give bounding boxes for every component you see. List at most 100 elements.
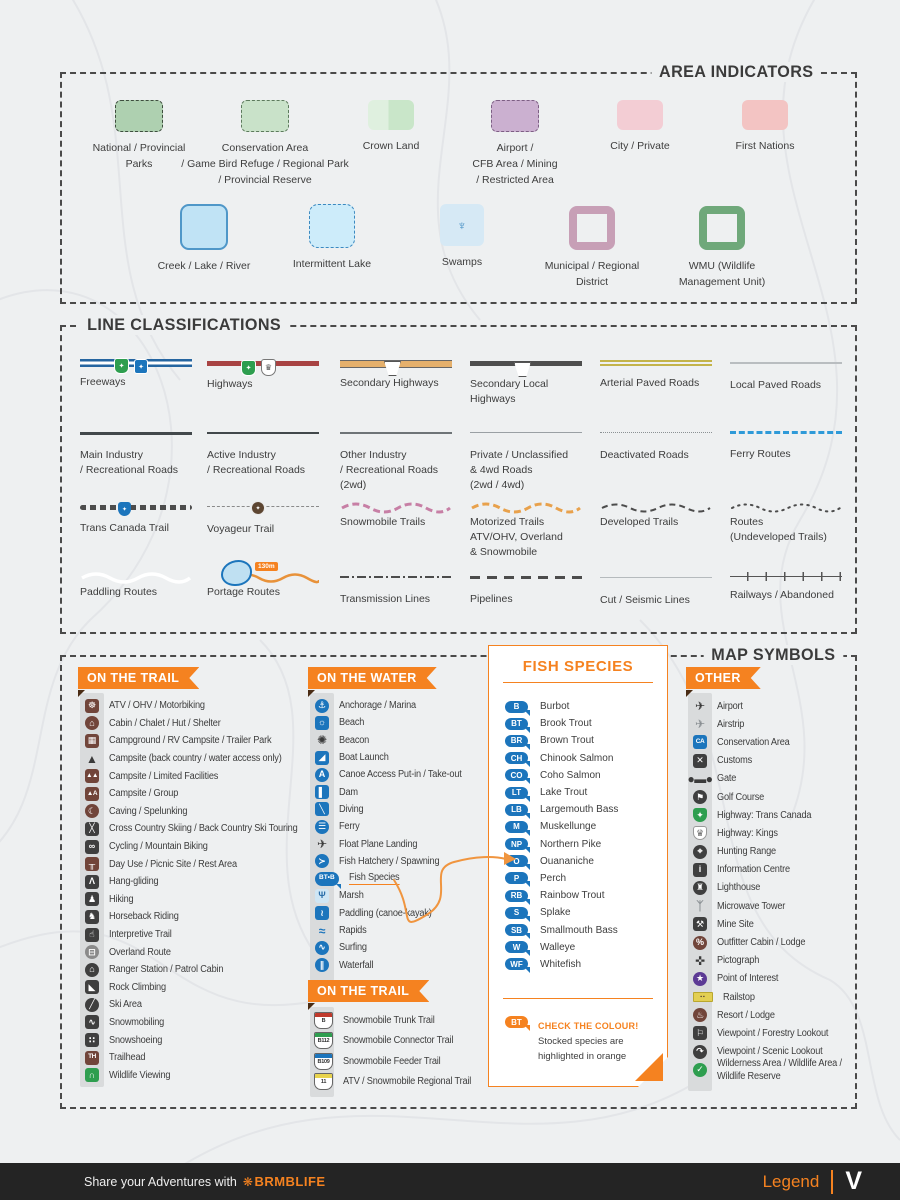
line-item: Routes (Undeveloped Trails) xyxy=(730,499,854,545)
conservation-area-swatch xyxy=(241,100,289,132)
legend-row: ≻ Fish Hatchery / Spawning xyxy=(312,853,472,870)
legend-row-label: Ranger Station / Patrol Cabin xyxy=(109,964,224,976)
wildlife-viewing-icon: ∩ xyxy=(85,1068,99,1083)
legend-row: BT•B Fish Species xyxy=(312,870,472,889)
secondary-highway-marker-icon xyxy=(384,361,401,376)
line-item: ✦ Voyageur Trail xyxy=(207,499,331,537)
legend-row: ⚑ Golf Course xyxy=(690,788,860,806)
legend-row-label: ATV / Snowmobile Regional Trail xyxy=(343,1076,472,1088)
legend-row-label: Golf Course xyxy=(717,791,765,803)
fish-species-badge: BT xyxy=(505,718,528,730)
legend-row-label: Campsite / Limited Facilities xyxy=(109,770,219,782)
campground-rv-campsite-icon: ▦ xyxy=(85,733,99,748)
legend-row: Ψ Marsh xyxy=(312,887,472,904)
legend-row: ✓ Wilderness Area / Wildlife Area / Wild… xyxy=(690,1058,860,1082)
hunting-range-icon: ⌖ xyxy=(693,844,707,859)
atv-snowmobile-regional-trail-shield: 11 xyxy=(314,1073,333,1091)
note-text: Stocked species are highlighted in orang… xyxy=(538,1036,627,1062)
resort-lodge-icon: ♨ xyxy=(693,1008,707,1023)
snowmobile-feeder-trail-shield: B109 xyxy=(314,1052,333,1070)
railways-abandoned-line-sample xyxy=(730,572,854,588)
cross-country-skiing-icon: ╳ xyxy=(85,821,99,836)
legend-row: ⚐ Viewpoint / Forestry Lookout xyxy=(690,1024,860,1042)
footer-bar: Share your Adventures with ❋BRMBLIFE Leg… xyxy=(0,1163,900,1200)
fish-species-row: M Muskellunge xyxy=(505,818,618,835)
on-the-trail-list: ☸ ATV / OHV / Motorbiking ⌂ Cabin / Chal… xyxy=(82,697,314,1084)
legend-row: ♜ Lighthouse xyxy=(690,879,860,897)
map-symbols-title: MAP SYMBOLS xyxy=(704,645,844,665)
golf-course-icon: ⚑ xyxy=(693,790,707,805)
share-text: Share your Adventures with xyxy=(84,1174,237,1189)
legend-row-label: Cycling / Mountain Biking xyxy=(109,841,208,853)
tct-marker-icon: ✦ xyxy=(118,502,131,516)
legend-row-label: Canoe Access Put-in / Take-out xyxy=(339,769,462,781)
fish-species-badge: NP xyxy=(505,838,528,850)
legend-row: ♞ Horseback Riding xyxy=(82,908,314,926)
volume-letter: V xyxy=(845,1167,862,1195)
legend-row: ☸ ATV / OHV / Motorbiking xyxy=(82,697,314,715)
airstrip-icon: ✈ xyxy=(694,717,706,732)
national-provincial-parks-swatch xyxy=(115,100,163,132)
legend-row: 11 ATV / Snowmobile Regional Trail xyxy=(312,1072,482,1093)
legend-row-label: Viewpoint / Forestry Lookout xyxy=(717,1027,829,1039)
legend-row-label: Trailhead xyxy=(109,1052,146,1064)
fish-species-label: Largemouth Bass xyxy=(540,804,619,816)
area-item: ♆ Swamps xyxy=(387,204,537,271)
legend-row-label: Marsh xyxy=(339,890,364,902)
legend-row-label: Paddling (canoe-kayak) xyxy=(339,907,432,919)
legend-row-label: Snowmobiling xyxy=(109,1016,165,1028)
campsite-group-icon: ▲A xyxy=(85,786,99,801)
shield-number: B112 xyxy=(317,1038,330,1045)
cabin-chalet-hut-shelter-icon: ⌂ xyxy=(85,716,99,731)
legend-row: ♨ Resort / Lodge xyxy=(690,1006,860,1024)
snowmobile-trunk-trail-shield: B xyxy=(314,1011,333,1029)
fish-species-row: SB Smallmouth Bass xyxy=(505,921,618,938)
legend-row: ▌ Dam xyxy=(312,783,472,800)
legend-row-label: Ferry xyxy=(339,821,360,833)
line-item: Local Paved Roads xyxy=(730,355,854,393)
divider xyxy=(831,1169,834,1194)
microwave-tower-icon: ᛉ xyxy=(696,899,704,914)
legend-row: ≀ Paddling (canoe-kayak) xyxy=(312,905,472,922)
fish-species-list: B Burbot BT Brook Trout BR Brown Trout C… xyxy=(505,698,618,973)
fish-species-label: Splake xyxy=(540,907,571,919)
fish-species-badge: RB xyxy=(505,890,528,902)
area-item: Intermittent Lake xyxy=(257,204,407,273)
fish-species-row: S Splake xyxy=(505,904,618,921)
conservation-area-icon: CA xyxy=(693,735,707,750)
line-item: 130m Portage Routes xyxy=(207,560,331,600)
creek-lake-river-swatch xyxy=(180,204,228,250)
legend-row: ✈ Float Plane Landing xyxy=(312,835,472,852)
legend-row: ▲A Campsite / Group xyxy=(82,785,314,803)
legend-row: ♛ Highway: Kings xyxy=(690,824,860,842)
area-item: Creek / Lake / River xyxy=(129,204,279,275)
swamps-swatch: ♆ xyxy=(440,204,484,246)
active-industry-roads-line-sample xyxy=(207,432,331,448)
shield-band xyxy=(315,1053,332,1058)
snowmobiling-icon: ∿ xyxy=(85,1015,99,1030)
freeways-line-sample: ✦ ✦ xyxy=(80,358,204,375)
legend-row-label: Wildlife Viewing xyxy=(109,1069,171,1081)
legend-row-label: Fish Species xyxy=(348,872,400,886)
line-item: Cut / Seismic Lines xyxy=(600,569,724,608)
stocked-species-note: BT CHECK THE COLOUR! Stocked species are… xyxy=(505,1016,638,1064)
line-item: Pipelines xyxy=(470,569,594,607)
arterial-paved-roads-line-sample xyxy=(600,360,724,376)
shield-number: B xyxy=(321,1017,326,1024)
legend-row: ★ Point of Interest xyxy=(690,970,860,988)
secondary-highways-line-sample xyxy=(340,360,464,376)
fish-species-badge: LB xyxy=(505,804,528,816)
highways-line-sample: ✦ ♛ xyxy=(207,359,331,377)
local-paved-roads-line-sample xyxy=(730,362,854,378)
legend-row: ✕ Customs xyxy=(690,752,860,770)
note-title: CHECK THE COLOUR! xyxy=(538,1021,639,1031)
legend-row-label: Resort / Lodge xyxy=(717,1009,775,1021)
fish-species-badge: BR xyxy=(505,735,528,747)
legend-row-label: Caving / Spelunking xyxy=(109,805,188,817)
ribbon-fold xyxy=(308,1003,315,1010)
legend-row: ✈ Airstrip xyxy=(690,715,860,733)
line-item: ✦ ♛ Highways xyxy=(207,355,331,392)
day-use-picnic-site-icon: ╥ xyxy=(85,857,99,872)
legend-row: ≈ Rapids xyxy=(312,922,472,939)
